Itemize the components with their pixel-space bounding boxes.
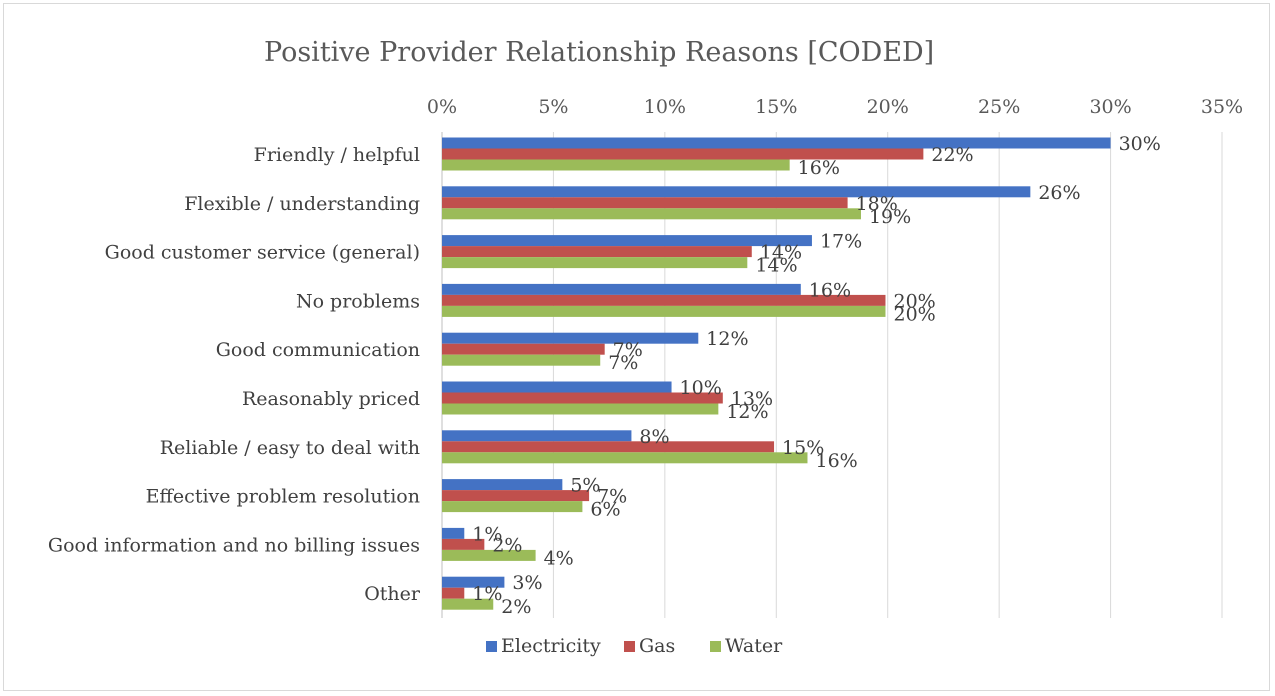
data-label-gas: 18% xyxy=(856,193,898,215)
data-label-electricity: 30% xyxy=(1119,133,1161,155)
data-label-gas: 13% xyxy=(731,388,773,410)
bar-water xyxy=(442,403,719,415)
legend-swatch-gas xyxy=(624,641,635,652)
bar-electricity xyxy=(442,576,505,588)
data-label-gas: 20% xyxy=(893,290,935,312)
data-label-gas: 22% xyxy=(931,144,973,166)
x-axis-tick-labels: 0% 5% 10% 15% 20% 25% 30% 35% xyxy=(427,96,1243,118)
bar-water xyxy=(442,549,536,561)
x-tick-label: 10% xyxy=(644,96,686,118)
chart-frame: Positive Provider Relationship Reasons [… xyxy=(3,3,1270,691)
bar-gas xyxy=(442,538,485,550)
bar-gas xyxy=(442,392,723,404)
data-label-water: 7% xyxy=(608,352,638,374)
data-label-water: 19% xyxy=(869,206,911,228)
data-label-gas: 14% xyxy=(760,242,802,264)
legend: Electricity Gas Water xyxy=(486,635,783,657)
data-labels: 30% 22% 16% 26% 18%19% 17% 14%14% 16% 20%20% 12% 7… xyxy=(472,133,1161,618)
data-label-water: 12% xyxy=(726,401,768,423)
category-labels: Friendly / helpful Flexible / understandi… xyxy=(48,144,421,605)
data-label-water: 6% xyxy=(590,499,620,521)
x-tick-label: 0% xyxy=(427,96,457,118)
legend-label-electricity: Electricity xyxy=(501,635,601,657)
chart-title: Positive Provider Relationship Reasons [… xyxy=(264,37,934,68)
data-label-water: 4% xyxy=(544,547,574,569)
bar-electricity xyxy=(442,235,812,247)
data-label-water: 20% xyxy=(893,303,935,325)
category-label: Good information and no billing issues xyxy=(48,534,420,556)
data-label-gas: 2% xyxy=(492,534,522,556)
bar-gas xyxy=(442,343,605,355)
category-label: Good communication xyxy=(216,339,420,361)
bar-electricity xyxy=(442,186,1031,198)
x-tick-label: 5% xyxy=(538,96,568,118)
bar-gas xyxy=(442,490,590,502)
category-label: Reasonably priced xyxy=(242,388,420,410)
bar-electricity xyxy=(442,283,801,295)
x-tick-label: 20% xyxy=(867,96,909,118)
category-label: No problems xyxy=(296,290,420,312)
bar-electricity xyxy=(442,137,1111,149)
category-label: Reliable / easy to deal with xyxy=(160,437,420,459)
x-tick-label: 15% xyxy=(755,96,797,118)
data-label-electricity: 16% xyxy=(809,279,851,301)
bar-water xyxy=(442,598,494,610)
legend-label-gas: Gas xyxy=(639,635,675,657)
bar-electricity xyxy=(442,430,632,442)
legend-swatch-water xyxy=(710,641,721,652)
data-label-gas: 7% xyxy=(613,339,643,361)
bars xyxy=(442,137,1111,610)
data-label-electricity: 3% xyxy=(512,572,542,594)
data-label-electricity: 12% xyxy=(706,328,748,350)
bar-water xyxy=(442,208,861,220)
x-tick-label: 25% xyxy=(978,96,1020,118)
bar-gas xyxy=(442,246,752,258)
bar-water xyxy=(442,452,808,464)
data-label-water: 14% xyxy=(755,255,797,277)
data-label-water: 16% xyxy=(815,450,857,472)
x-tick-label: 35% xyxy=(1201,96,1243,118)
category-label: Other xyxy=(364,583,421,605)
category-label: Friendly / helpful xyxy=(254,144,420,166)
data-label-gas: 15% xyxy=(782,437,824,459)
bar-gas xyxy=(442,197,848,209)
bar-gas xyxy=(442,587,465,599)
bar-gas xyxy=(442,441,775,453)
bar-gas xyxy=(442,294,886,306)
bar-water xyxy=(442,354,601,366)
legend-label-water: Water xyxy=(725,635,783,657)
data-label-electricity: 17% xyxy=(820,231,862,253)
data-label-electricity: 5% xyxy=(570,475,600,497)
bar-water xyxy=(442,305,886,317)
bar-electricity xyxy=(442,332,699,344)
bar-electricity xyxy=(442,381,672,393)
bar-chart: Positive Provider Relationship Reasons [… xyxy=(48,37,1243,657)
x-tick-label: 30% xyxy=(1089,96,1131,118)
bar-water xyxy=(442,501,583,513)
data-label-electricity: 26% xyxy=(1038,182,1080,204)
bar-electricity xyxy=(442,527,465,539)
legend-swatch-electricity xyxy=(486,641,497,652)
data-label-electricity: 1% xyxy=(472,523,502,545)
bar-gas xyxy=(442,148,924,160)
data-label-gas: 1% xyxy=(472,583,502,605)
data-label-water: 2% xyxy=(501,596,531,618)
category-label: Good customer service (general) xyxy=(105,242,420,264)
data-label-electricity: 10% xyxy=(680,377,722,399)
bar-water xyxy=(442,257,748,269)
bar-electricity xyxy=(442,479,563,491)
data-label-electricity: 8% xyxy=(639,426,669,448)
bar-water xyxy=(442,159,790,171)
category-label: Effective problem resolution xyxy=(146,486,420,508)
data-label-water: 16% xyxy=(798,157,840,179)
data-label-gas: 7% xyxy=(597,486,627,508)
category-label: Flexible / understanding xyxy=(184,193,420,215)
